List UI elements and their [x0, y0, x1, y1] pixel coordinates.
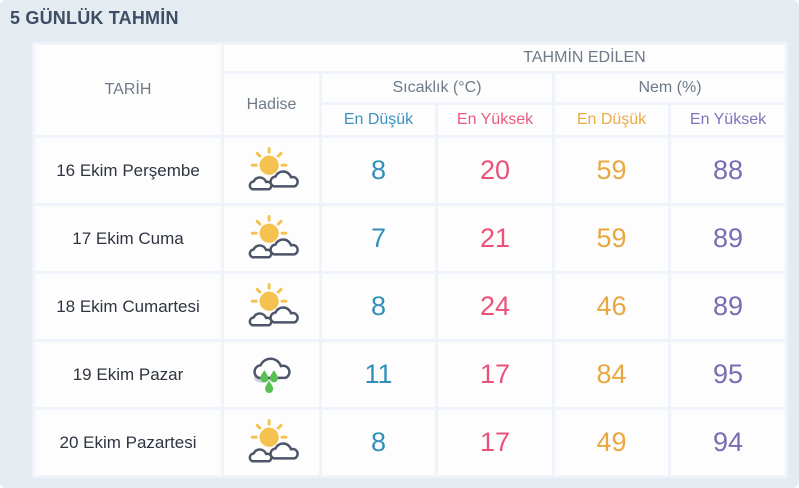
table-row: 17 Ekim Cuma 7 21 59 89 [35, 206, 785, 271]
column-header-temp-max: En Yüksek [438, 105, 552, 135]
date-cell: 20 Ekim Pazartesi [35, 410, 221, 475]
condition-cell [224, 342, 319, 407]
condition-cell [224, 206, 319, 271]
page-title: 5 GÜNLÜK TAHMİN [10, 8, 179, 28]
temp-max-value: 17 [438, 410, 552, 475]
hum-min-value: 59 [555, 206, 668, 271]
hum-min-value: 49 [555, 410, 668, 475]
hum-min-value: 46 [555, 274, 668, 339]
temp-min-value: 7 [322, 206, 435, 271]
hum-min-value: 59 [555, 138, 668, 203]
hum-min-value: 84 [555, 342, 668, 407]
condition-cell [224, 410, 319, 475]
hum-max-value: 88 [671, 138, 785, 203]
hum-max-value: 94 [671, 410, 785, 475]
forecast-table: TARİH TAHMİN EDİLEN Hadise Sıcaklık (°C)… [32, 42, 788, 478]
temp-min-value: 8 [322, 274, 435, 339]
condition-cell [224, 138, 319, 203]
column-header-date: TARİH [35, 45, 221, 135]
weather-icon [241, 351, 303, 399]
column-header-predicted: TAHMİN EDİLEN [224, 45, 785, 71]
condition-cell [224, 274, 319, 339]
hum-max-value: 89 [671, 274, 785, 339]
temp-min-value: 8 [322, 410, 435, 475]
temp-max-value: 20 [438, 138, 552, 203]
weather-icon [241, 283, 303, 331]
table-row: 16 Ekim Perşembe 8 20 59 88 [35, 138, 785, 203]
weather-icon [241, 419, 303, 467]
column-header-condition: Hadise [224, 74, 319, 135]
weather-icon [241, 215, 303, 263]
weather-icon [241, 147, 303, 195]
temp-max-value: 21 [438, 206, 552, 271]
hum-max-value: 89 [671, 206, 785, 271]
date-cell: 19 Ekim Pazar [35, 342, 221, 407]
column-header-temp-min: En Düşük [322, 105, 435, 135]
column-header-temperature: Sıcaklık (°C) [322, 74, 552, 102]
date-cell: 16 Ekim Perşembe [35, 138, 221, 203]
table-row: 18 Ekim Cumartesi 8 24 46 89 [35, 274, 785, 339]
temp-min-value: 11 [322, 342, 435, 407]
column-header-humidity: Nem (%) [555, 74, 785, 102]
table-row: 20 Ekim Pazartesi 8 17 49 94 [35, 410, 785, 475]
date-cell: 17 Ekim Cuma [35, 206, 221, 271]
table-row: 19 Ekim Pazar 11 17 84 95 [35, 342, 785, 407]
temp-max-value: 24 [438, 274, 552, 339]
temp-max-value: 17 [438, 342, 552, 407]
column-header-hum-max: En Yüksek [671, 105, 785, 135]
date-cell: 18 Ekim Cumartesi [35, 274, 221, 339]
column-header-hum-min: En Düşük [555, 105, 668, 135]
temp-min-value: 8 [322, 138, 435, 203]
hum-max-value: 95 [671, 342, 785, 407]
